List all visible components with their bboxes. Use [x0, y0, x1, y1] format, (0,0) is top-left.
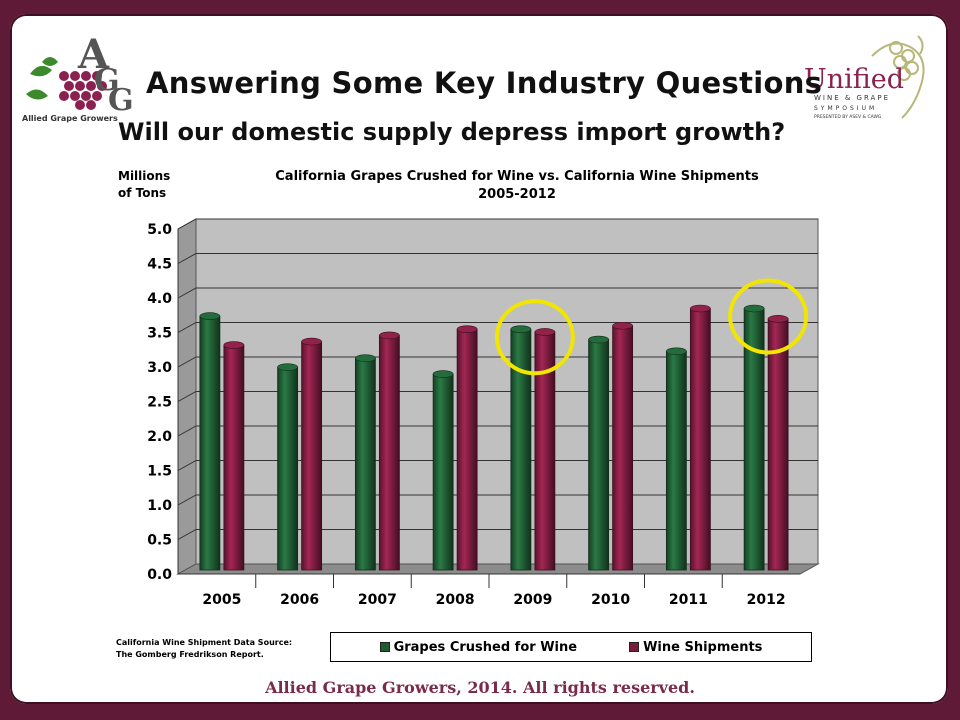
copyright-footer: Allied Grape Growers, 2014. All rights r…	[265, 678, 695, 697]
x-tick-label-2010: 2010	[591, 592, 630, 608]
allied-grape-growers-logo: A G G Allied Grape Growers	[22, 31, 132, 123]
bar-shipments-2007	[378, 334, 400, 571]
legend-label-grapes: Grapes Crushed for Wine	[393, 639, 578, 655]
bar-cap-shipments-2008	[456, 325, 478, 333]
source-note: California Wine Shipment Data Source: Th…	[116, 638, 293, 659]
legend-swatch-shipments	[629, 642, 640, 652]
bar-cap-shipments-2011	[690, 304, 711, 313]
bar-shipments-2008	[456, 328, 478, 571]
bar-grapes-2005	[199, 315, 221, 571]
gridline	[177, 391, 818, 402]
svg-text:G: G	[108, 83, 132, 118]
y-tick-label: 3.5	[147, 326, 172, 342]
unified-symposium-logo: Unified WINE & GRAPE SYMPOSIUM PRESENTED…	[804, 35, 925, 120]
slide-title: Answering Some Key Industry Questions	[146, 66, 823, 100]
bar-shipments-2005	[223, 344, 245, 571]
bar-shipments-2010	[612, 325, 634, 571]
gridline	[177, 253, 818, 264]
gridline	[177, 425, 818, 437]
gridline	[177, 218, 818, 230]
bar-cap-shipments-2005	[223, 341, 245, 349]
y-tick-label: 0.0	[147, 567, 172, 583]
y-tick-label: 0.5	[147, 533, 172, 549]
bar-shipments-2012	[767, 318, 789, 571]
x-tick-label-2012: 2012	[747, 592, 786, 608]
bar-grapes-2007	[354, 357, 376, 571]
gridline	[177, 356, 818, 368]
svg-text:A: A	[77, 31, 110, 78]
bar-shipments-2011	[689, 308, 711, 571]
bar-cap-shipments-2012	[767, 315, 789, 323]
x-tick-label-2007: 2007	[358, 592, 397, 608]
y-tick-label: 1.0	[147, 498, 172, 514]
bar-cap-grapes-2006	[277, 363, 298, 371]
svg-text:SYMPOSIUM: SYMPOSIUM	[814, 105, 877, 112]
bar-shipments-2006	[301, 341, 323, 571]
legend-item-grapes: Grapes Crushed for Wine	[379, 639, 578, 655]
highlight-circle-2012	[728, 278, 809, 355]
x-tick-label-2008: 2008	[436, 592, 475, 608]
bar-cap-grapes-2007	[355, 354, 376, 362]
x-tick-label-2005: 2005	[202, 592, 241, 608]
bar-cap-grapes-2010	[588, 335, 609, 344]
gridline	[177, 529, 818, 540]
bar-grapes-2011	[665, 350, 687, 571]
bar-cap-grapes-2012	[743, 304, 765, 313]
bar-cap-shipments-2009	[534, 328, 556, 336]
bar-cap-grapes-2011	[666, 347, 687, 356]
ag-logo-caption: Allied Grape Growers	[22, 114, 118, 123]
slide-subtitle: Will our domestic supply depress import …	[118, 118, 786, 146]
svg-text:WINE & GRAPE: WINE & GRAPE	[814, 94, 890, 102]
x-tick-label-2009: 2009	[513, 592, 552, 608]
y-tick-label: 3.0	[147, 360, 172, 376]
y-tick-label: 2.0	[147, 429, 172, 445]
svg-text:PRESENTED BY ASEV & CAWG: PRESENTED BY ASEV & CAWG	[814, 114, 882, 120]
y-tick-label: 4.5	[147, 257, 172, 273]
legend-item-shipments: Wine Shipments	[629, 640, 762, 655]
bar-grapes-2008	[432, 373, 454, 571]
gridline	[177, 460, 818, 471]
bar-grapes-2010	[588, 339, 610, 571]
bar-cap-grapes-2009	[510, 325, 532, 333]
bar-cap-shipments-2006	[301, 337, 322, 346]
gridline	[177, 494, 818, 506]
gridline	[177, 287, 818, 299]
y-tick-label: 4.0	[147, 291, 172, 307]
bar-cap-grapes-2008	[432, 370, 454, 378]
legend-label-shipments: Wine Shipments	[643, 639, 763, 655]
y-tick-label: 1.5	[147, 464, 172, 480]
x-tick-label-2006: 2006	[280, 592, 319, 608]
x-tick-label-2011: 2011	[669, 592, 708, 608]
svg-text:G: G	[94, 63, 120, 98]
highlight-circle-2009	[494, 299, 575, 376]
y-axis-label: Millions of Tons	[118, 169, 171, 200]
unified-wordmark: Unified	[804, 64, 904, 95]
bar-cap-shipments-2010	[612, 321, 633, 330]
bar-grapes-2006	[277, 366, 299, 571]
bar-cap-grapes-2005	[199, 312, 221, 320]
y-tick-label: 5.0	[147, 222, 172, 238]
y-tick-label: 2.5	[147, 395, 172, 411]
chart-title: California Grapes Crushed for Wine vs. C…	[275, 169, 759, 202]
chart-legend: Grapes Crushed for Wine Wine Shipments	[330, 632, 812, 662]
chart-floor	[176, 563, 820, 575]
bar-cap-shipments-2007	[379, 331, 400, 340]
legend-swatch-grapes	[379, 642, 390, 652]
gridline	[177, 322, 818, 333]
